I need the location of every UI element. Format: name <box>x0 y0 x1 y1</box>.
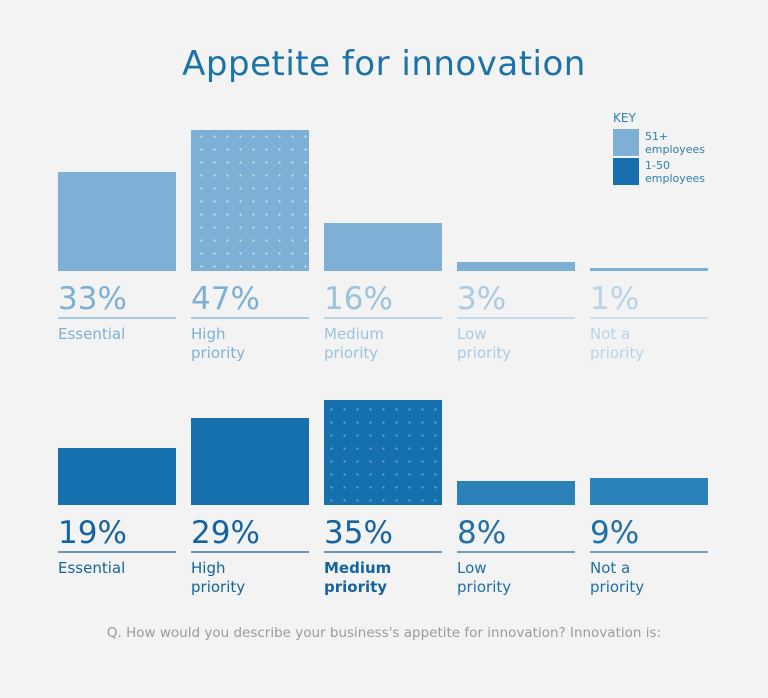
bar <box>58 448 176 505</box>
category-label: priority <box>590 344 644 362</box>
category-label: priority <box>457 578 511 596</box>
category-label: priority <box>324 578 387 596</box>
category-label: Low <box>457 559 487 577</box>
bar <box>58 172 176 271</box>
bar-highlight-pattern <box>191 130 309 271</box>
category-label: Low <box>457 325 487 343</box>
legend-label-line: 51+ <box>645 130 669 143</box>
bar <box>324 223 442 271</box>
category-label: Medium <box>324 559 391 577</box>
survey-question: Q. How would you describe your business'… <box>106 625 662 641</box>
bar <box>590 268 708 271</box>
data-label: 33% <box>58 281 127 317</box>
category-label: Essential <box>58 559 125 577</box>
bar <box>590 478 708 505</box>
category-label: priority <box>457 344 511 362</box>
legend-label-51-plus: 51+ employees <box>645 130 735 156</box>
category-label: High <box>191 559 225 577</box>
bar <box>457 481 575 505</box>
data-label: 29% <box>191 515 260 551</box>
data-label: 35% <box>324 515 393 551</box>
legend-label-line: employees <box>645 172 706 185</box>
data-label: 9% <box>590 515 639 551</box>
category-label: Not a <box>590 559 630 577</box>
bar <box>191 418 309 505</box>
data-label: 16% <box>324 281 393 317</box>
bar <box>457 262 575 271</box>
category-label: priority <box>191 578 245 596</box>
category-label: Not a <box>590 325 630 343</box>
category-label: Medium <box>324 325 384 343</box>
data-label: 1% <box>590 281 639 317</box>
data-label: 3% <box>457 281 506 317</box>
data-label: 8% <box>457 515 506 551</box>
category-label: priority <box>324 344 378 362</box>
legend: KEY 51+ employees 1-50 employees <box>613 111 705 187</box>
legend-label-line: 1-50 <box>645 159 670 172</box>
data-label: 19% <box>58 515 127 551</box>
legend-label-1-50: 1-50 employees <box>645 159 735 185</box>
data-label: 47% <box>191 281 260 317</box>
legend-swatch-1-50 <box>613 158 639 185</box>
legend-swatch-51-plus <box>613 129 639 156</box>
category-label: priority <box>590 578 644 596</box>
category-label: High <box>191 325 225 343</box>
legend-item-1-50: 1-50 employees <box>613 158 705 186</box>
legend-title: KEY <box>613 111 636 125</box>
chart-title: Appetite for innovation <box>182 44 586 84</box>
category-label: priority <box>191 344 245 362</box>
legend-label-line: employees <box>645 143 706 156</box>
category-label: Essential <box>58 325 125 343</box>
legend-item-51-plus: 51+ employees <box>613 129 705 157</box>
bar-highlight-pattern <box>324 400 442 505</box>
